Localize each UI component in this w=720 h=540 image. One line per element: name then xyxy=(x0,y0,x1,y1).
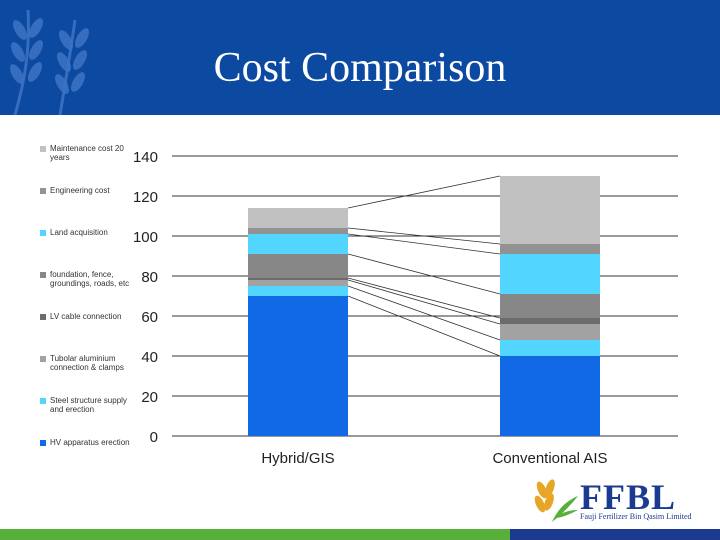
logo-wordmark: FFBL xyxy=(580,477,677,517)
footer-bar xyxy=(0,529,720,540)
x-category-label: Conventional AIS xyxy=(492,450,607,467)
bar-segment xyxy=(500,340,600,356)
legend-label: LV cable connection xyxy=(50,312,122,321)
legend-swatch xyxy=(40,188,46,194)
footer-bar-green xyxy=(0,529,510,540)
wheat-icon xyxy=(10,9,89,115)
footer-bar-blue xyxy=(510,529,720,540)
connector-line xyxy=(347,279,501,325)
legend-swatch xyxy=(40,398,46,404)
y-tick-label: 20 xyxy=(141,389,158,406)
legend-swatch xyxy=(40,314,46,320)
connector-line xyxy=(347,227,501,245)
bar-segment xyxy=(248,278,348,280)
x-category-label: Hybrid/GIS xyxy=(261,450,334,467)
bar-segment xyxy=(248,254,348,278)
logo-wheat-icon xyxy=(534,479,578,522)
connector-line xyxy=(347,277,501,319)
bar-segment xyxy=(248,296,348,436)
legend-label: Engineering cost xyxy=(50,186,110,195)
y-tick-label: 0 xyxy=(150,429,158,446)
logo-subtitle: Fauji Fertilizer Bin Qasim Limited xyxy=(580,512,692,521)
y-tick-label: 40 xyxy=(141,349,158,366)
legend-label: HV apparatus erection xyxy=(50,438,130,447)
bar-segment xyxy=(500,324,600,340)
bar-segment xyxy=(500,318,600,324)
connector-line xyxy=(347,253,501,295)
bar-segment xyxy=(248,286,348,296)
y-tick-label: 60 xyxy=(141,309,158,326)
connector-line xyxy=(347,285,501,341)
bar-segment xyxy=(500,176,600,244)
connector-line xyxy=(347,233,501,255)
bar-segment xyxy=(500,244,600,254)
y-tick-label: 140 xyxy=(133,149,158,166)
legend-swatch xyxy=(40,272,46,278)
bar-segment xyxy=(248,280,348,286)
legend-label: Land acquisition xyxy=(50,228,108,237)
bar-segment xyxy=(248,228,348,234)
legend-swatch xyxy=(40,440,46,446)
legend-swatch xyxy=(40,356,46,362)
y-tick-label: 100 xyxy=(133,229,158,246)
bar-segment xyxy=(500,356,600,436)
ffbl-logo: FFBL Fauji Fertilizer Bin Qasim Limited xyxy=(528,477,720,528)
legend-label: Steel structure supply and erection xyxy=(50,396,127,414)
legend-label: foundation, fence, groundings, roads, et… xyxy=(50,270,130,288)
connector-line xyxy=(347,295,501,357)
bar-segment xyxy=(500,294,600,318)
y-tick-label: 80 xyxy=(141,269,158,286)
cost-chart: 0 20 40 60 80 100 120 140 Hybrid/GIS Conventional… xyxy=(133,149,678,467)
legend-swatch xyxy=(40,146,46,152)
bar-segment xyxy=(500,254,600,294)
page-title: Cost Comparison xyxy=(213,45,507,91)
bar-segment xyxy=(248,208,348,228)
bar-segment xyxy=(248,234,348,254)
legend-label: Tubolar aluminium connection & clamps xyxy=(50,354,124,372)
legend-label: Maintenance cost 20 years xyxy=(50,144,124,162)
legend-swatch xyxy=(40,230,46,236)
slide-header: Cost Comparison xyxy=(0,0,720,115)
y-tick-label: 120 xyxy=(133,189,158,206)
connector-line xyxy=(347,175,501,209)
